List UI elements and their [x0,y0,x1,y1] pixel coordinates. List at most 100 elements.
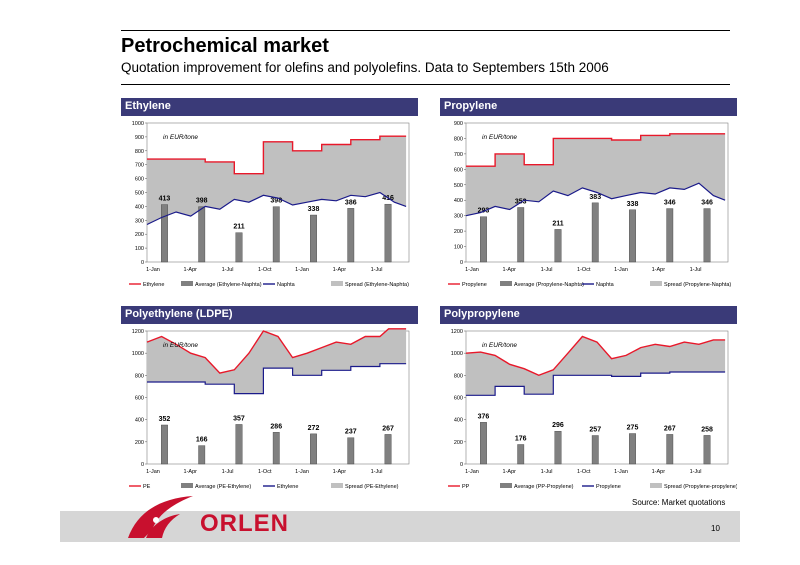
orlen-logo-text: ORLEN [200,510,289,537]
polyethylene-panel-title: Polyethylene (LDPE) [121,306,418,324]
chart-1-bar-label-4: 338 [627,201,639,208]
chart-2-xtick-label-0: 1-Jan [146,469,160,475]
chart-3-legend-label-2: Propylene [596,484,621,490]
chart-3-unit-label: in EUR/tone [482,342,517,349]
chart-2-legend-label-1: Average (PE-Ethylene) [195,484,251,490]
chart-3-bar-label-2: 296 [552,422,564,429]
chart-0-ytick-label-10: 1000 [132,121,144,127]
chart-2-bar-label-0: 352 [159,416,171,423]
chart-3-legend-label-1: Average (PP-Propylene) [514,484,574,490]
chart-3-spread-area [466,336,726,396]
ethylene-panel: Ethylene 0 100 200 300 400 500 600 700 800 900 100… [121,98,418,294]
chart-2-bar-5 [347,437,355,465]
chart-2-product-line [146,328,407,374]
chart-3-legend-label-0: PP [462,484,470,490]
chart-3-bar-3 [591,435,599,465]
chart-0-legend-label-2: Naphta [277,282,296,288]
chart-2-ytick-label-5: 1000 [132,351,144,357]
chart-2-bar-label-4: 272 [308,425,320,432]
chart-1-xtick-label-2: 1-Jul [541,267,553,273]
chart-3-bar-0 [480,422,487,465]
polypropylene-panel: Polypropylene 0 200 400 600 800 1000 1200 376 17… [440,306,737,496]
page-number: 10 [711,524,720,533]
chart-3-bar-label-0: 376 [478,413,490,420]
chart-2-spread-area [147,328,407,394]
chart-2-legend-label-0: PE [143,484,151,490]
chart-0-bar-label-5: 386 [345,199,357,206]
polypropylene-panel-title: Polypropylene [440,306,737,324]
chart-1-ytick-label-8: 800 [454,136,463,142]
page-subtitle: Quotation improvement for olefins and po… [121,60,609,75]
chart-2-xtick-label-4: 1-Jan [295,469,309,475]
chart-0-xtick-label-4: 1-Jan [295,267,309,273]
chart-1-legend-label-3: Spread (Propylene-Naphta) [664,282,731,288]
subtitle-rule [121,84,730,85]
chart-1-bar-1 [517,207,525,263]
chart-3-xtick-label-0: 1-Jan [465,469,479,475]
chart-3-svg: 0 200 400 600 800 1000 1200 376 176 296 257 275 267 2… [440,324,737,496]
chart-3-xtick-label-2: 1-Jul [541,469,553,475]
chart-2-ytick-label-0: 0 [141,462,144,468]
chart-2-xtick-label-6: 1-Jul [371,469,383,475]
chart-1-ytick-label-3: 300 [454,214,463,220]
chart-0-bar-6 [384,203,392,263]
chart-1-bar-4 [629,209,636,263]
chart-0-ytick-label-5: 500 [135,191,144,197]
chart-1-xtick-label-4: 1-Jan [614,267,628,273]
chart-3-bar-2 [554,430,562,465]
chart-0-unit-label: in EUR/tone [163,134,198,141]
chart-0-ytick-label-7: 700 [135,163,144,169]
chart-3-xtick-label-1: 1-Apr [503,469,517,475]
chart-0-spread-area [147,136,407,225]
chart-0-bar-label-2: 211 [233,224,244,231]
chart-2-legend-label-2: Ethylene [277,484,298,490]
chart-1-ytick-label-4: 400 [454,198,463,204]
chart-2-bar-label-3: 286 [270,423,282,430]
chart-2-bar-label-2: 357 [233,415,245,422]
chart-1-xtick-label-0: 1-Jan [465,267,479,273]
chart-1-ytick-label-5: 500 [454,183,463,189]
chart-3-bar-label-6: 258 [701,426,713,433]
chart-2-xtick-label-3: 1-Oct [258,469,272,475]
chart-3-xtick-label-6: 1-Jul [690,469,702,475]
chart-0-svg: 0 100 200 300 400 500 600 700 800 900 1000 413 398 21… [121,116,418,294]
chart-2-bar-label-6: 267 [382,425,394,432]
chart-2-feedstock-line [147,363,407,395]
chart-3-ytick-label-6: 1200 [451,329,463,335]
chart-3-bar-label-4: 275 [627,425,639,432]
chart-2-xtick-label-2: 1-Jul [222,469,234,475]
chart-0-ytick-label-4: 400 [135,204,144,210]
chart-1-svg: 0100200300400500600700800900293353211383… [440,116,737,294]
chart-3-ytick-label-0: 0 [460,462,463,468]
chart-1-xtick-label-6: 1-Jul [690,267,702,273]
chart-3-ytick-label-4: 800 [454,373,463,379]
chart-1-legend-label-1: Average (Propylene-Naphta) [514,282,584,288]
chart-1-xtick-label-3: 1-Oct [577,267,591,273]
top-rule [121,30,730,31]
chart-0-xtick-label-0: 1-Jan [146,267,160,273]
chart-0-xtick-label-1: 1-Apr [184,267,198,273]
chart-1-ytick-label-1: 100 [454,245,463,251]
chart-1-bar-label-2: 211 [552,220,563,227]
chart-3-feedstock-line [466,371,726,396]
chart-3-xtick-label-3: 1-Oct [577,469,591,475]
chart-2-bar-2 [235,424,243,465]
chart-0-legend-swatch-3 [331,281,343,286]
chart-3-ytick-label-5: 1000 [451,351,463,357]
chart-0-ytick-label-1: 100 [135,246,144,252]
chart-3-bar-4 [629,433,636,465]
chart-3-ytick-label-1: 200 [454,440,463,446]
chart-2-ytick-label-2: 400 [135,418,144,424]
chart-2-bar-1 [198,445,206,465]
chart-3-xtick-label-4: 1-Jan [614,469,628,475]
chart-2-bar-3 [272,432,280,465]
chart-1-legend-label-2: Naphta [596,282,615,288]
chart-0-legend-label-3: Spread (Ethylene-Naphta) [345,282,409,288]
chart-2-ytick-label-6: 1200 [132,329,144,335]
chart-1-unit-label: in EUR/tone [482,134,517,141]
chart-3-bar-label-3: 257 [589,427,601,434]
chart-1-xtick-label-1: 1-Apr [503,267,517,273]
chart-1-bar-3 [591,202,599,263]
chart-1-bar-label-6: 346 [701,200,713,207]
chart-2-ytick-label-4: 800 [135,373,144,379]
